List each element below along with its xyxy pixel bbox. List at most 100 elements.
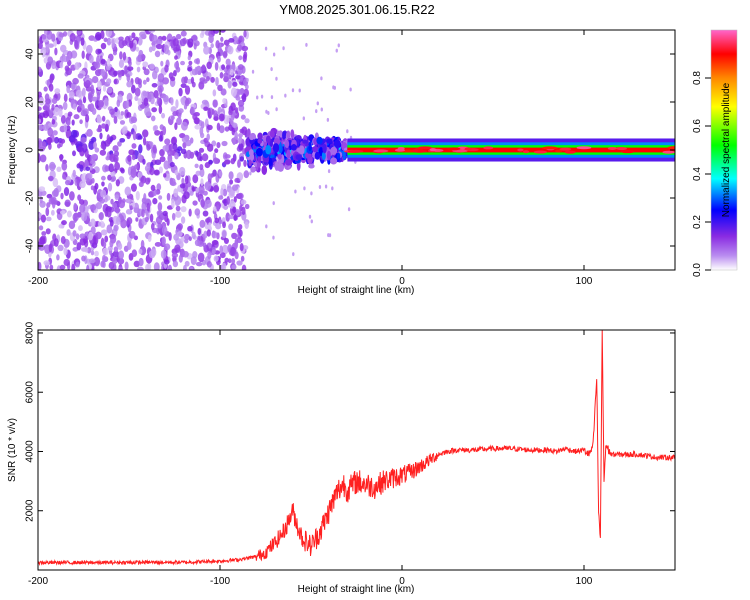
heatmap-cell (264, 46, 268, 51)
heatmap-cell (198, 147, 205, 153)
heatmap-cell (98, 211, 104, 221)
heatmap-cell (45, 44, 49, 54)
heatmap-cell (43, 86, 48, 92)
heatmap-cell (106, 209, 112, 218)
heatmap-cell (130, 183, 137, 192)
heatmap-cell (187, 38, 194, 48)
heatmap-cell (188, 208, 192, 217)
heatmap-cell (62, 31, 68, 37)
heatmap-cell (270, 95, 274, 100)
heatmap-x-axis: -200 -100 0 100 (28, 30, 593, 287)
heatmap-cell (101, 181, 105, 187)
heatmap-cell (157, 202, 163, 212)
heatmap-cell (272, 201, 275, 206)
heatmap-cell (77, 30, 82, 35)
snr-y-tick-label: 2000 (25, 499, 36, 522)
heatmap-cell (91, 242, 98, 249)
heatmap-cell (275, 76, 278, 81)
heatmap-cell (48, 110, 53, 118)
heatmap-cell (225, 58, 231, 66)
heatmap-cell (412, 149, 419, 153)
heatmap-cell (318, 184, 322, 189)
heatmap-cell (180, 30, 187, 37)
heatmap-cell (120, 168, 125, 174)
heatmap-cell (50, 196, 57, 205)
heatmap-cell (576, 146, 592, 150)
heatmap-cell (61, 220, 67, 226)
heatmap-cell (145, 264, 150, 270)
heatmap-cell (662, 150, 675, 154)
heatmap-cell (115, 206, 120, 214)
heatmap-cell (156, 210, 162, 216)
heatmap-cell (95, 202, 103, 210)
heatmap-cell (38, 66, 42, 73)
heatmap-cell (190, 35, 198, 41)
heatmap-cell (616, 147, 627, 151)
heatmap-cell (126, 217, 133, 225)
heatmap-cell (299, 145, 305, 155)
heatmap-cell (154, 159, 162, 166)
heatmap-cell (106, 37, 112, 46)
heatmap-cell (126, 66, 134, 71)
heatmap-cell (52, 177, 59, 188)
heatmap-cell (234, 131, 238, 140)
heatmap-cell (131, 154, 136, 161)
heatmap-cell (135, 190, 140, 201)
heatmap-cell (211, 249, 216, 254)
heatmap-cell (77, 146, 83, 153)
figure-title: YM08.2025.301.06.15.R22 (279, 2, 434, 17)
heatmap-cell (105, 30, 113, 38)
heatmap-cell (86, 128, 93, 137)
heatmap-cell (202, 242, 207, 248)
heatmap-cell (40, 47, 47, 56)
heatmap-cell (310, 191, 313, 196)
heatmap-cell (85, 44, 93, 54)
heatmap-cell (111, 256, 118, 264)
heatmap-cell (48, 161, 56, 172)
heatmap-cell (76, 163, 81, 169)
heatmap-cell (346, 129, 349, 134)
heatmap-cell (228, 171, 234, 180)
heatmap-cell (90, 185, 95, 191)
heatmap-cell (200, 198, 205, 208)
heatmap-cell (331, 186, 334, 191)
heatmap-cell (59, 154, 63, 162)
heatmap-cell (131, 84, 136, 94)
heatmap-cell (241, 126, 248, 136)
heatmap-cell (73, 138, 78, 146)
heatmap-cell (220, 187, 224, 197)
heatmap-cell (175, 66, 181, 73)
heatmap-cell (179, 133, 186, 139)
heatmap-cell (517, 148, 524, 152)
heatmap-cell (102, 85, 107, 92)
heatmap-cell (189, 266, 194, 270)
heatmap-cell (184, 238, 189, 244)
heatmap-cell (51, 103, 55, 111)
heatmap-cell (206, 260, 212, 268)
heatmap-cell (171, 212, 176, 221)
heatmap-cell (284, 93, 287, 98)
heatmap-cell (137, 78, 142, 85)
heatmap-cell (225, 212, 231, 222)
snr-panel: -200 -100 0 100 2000 4000 6000 8000 Height of … (7, 321, 676, 595)
heatmap-cell (81, 87, 86, 97)
heatmap-cell (137, 98, 142, 107)
heatmap-cell (161, 226, 168, 235)
colorbar-tick-label: 0.4 (692, 167, 703, 181)
heatmap-cell (260, 94, 264, 99)
heatmap-cell (129, 205, 133, 211)
heatmap-cell (326, 117, 330, 122)
heatmap-cell (132, 130, 137, 141)
heatmap-cell (155, 216, 163, 225)
heatmap-cell (72, 169, 76, 178)
heatmap-cell (119, 137, 126, 143)
heatmap-cell (232, 206, 237, 214)
heatmap-cell (146, 111, 152, 117)
heatmap-cell (88, 172, 93, 180)
heatmap-cell (45, 216, 52, 222)
heatmap-cell (282, 46, 285, 51)
heatmap-cell (42, 124, 50, 131)
heatmap-cell (108, 163, 114, 173)
heatmap-cell (177, 146, 183, 151)
heatmap-cell (239, 242, 244, 252)
